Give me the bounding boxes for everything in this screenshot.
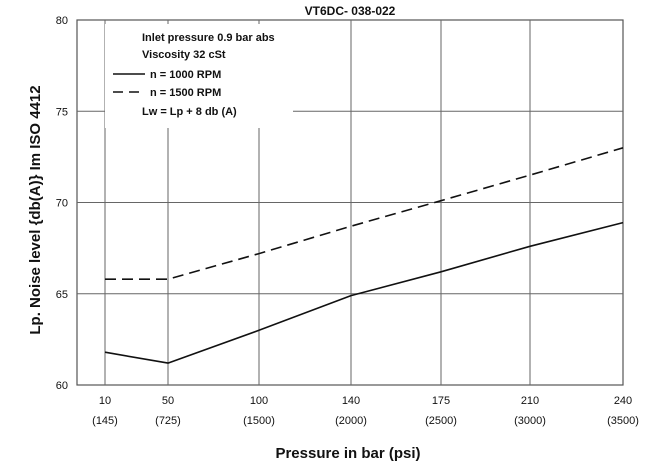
y-tick-label: 65 xyxy=(56,289,68,301)
series-line-1500rpm xyxy=(105,147,624,281)
y-tick-label: 80 xyxy=(56,15,68,27)
x-tick-label: 100 xyxy=(250,395,268,407)
x-tick-psi-label: (1500) xyxy=(243,415,275,427)
x-tick-psi-label: (2500) xyxy=(425,415,457,427)
legend-1000rpm: n = 1000 RPM xyxy=(150,69,221,81)
legend-box: Inlet pressure 0.9 bar abs Viscosity 32 … xyxy=(105,24,293,128)
legend-background xyxy=(105,24,293,128)
legend-1500rpm: n = 1500 RPM xyxy=(150,87,221,99)
x-axis-title: Pressure in bar (psi) xyxy=(275,445,420,462)
series-line-1000rpm xyxy=(104,221,624,364)
chart-title: VT6DC- 038-022 xyxy=(305,4,396,18)
y-tick-label: 75 xyxy=(56,106,68,118)
viscosity-label: Viscosity 32 cSt xyxy=(142,49,226,61)
x-tick-label: 50 xyxy=(162,395,174,407)
x-tick-psi-label: (3000) xyxy=(514,415,546,427)
x-tick-label: 175 xyxy=(432,395,450,407)
x-tick-psi-label: (145) xyxy=(92,415,118,427)
series-layer xyxy=(104,147,624,364)
x-tick-psi-label: (3500) xyxy=(607,415,639,427)
x-tick-labels: 10 (145) 50 (725) 100 (1500) 140 (2000) 175 (2500… xyxy=(92,395,639,427)
x-tick-psi-label: (725) xyxy=(155,415,181,427)
y-tick-label: 70 xyxy=(56,198,68,210)
x-tick-label: 140 xyxy=(342,395,360,407)
y-tick-labels: 60 65 70 75 80 xyxy=(56,15,68,392)
x-tick-psi-label: (2000) xyxy=(335,415,367,427)
lw-note: Lw = Lp + 8 db (A) xyxy=(142,106,237,118)
x-tick-label: 10 xyxy=(99,395,111,407)
inlet-pressure-label: Inlet pressure 0.9 bar abs xyxy=(142,32,275,44)
y-tick-label: 60 xyxy=(56,380,68,392)
y-axis-title: Lp. Noise level {db(A)} Im ISO 4412 xyxy=(27,85,44,334)
x-tick-label: 210 xyxy=(521,395,539,407)
x-tick-label: 240 xyxy=(614,395,632,407)
